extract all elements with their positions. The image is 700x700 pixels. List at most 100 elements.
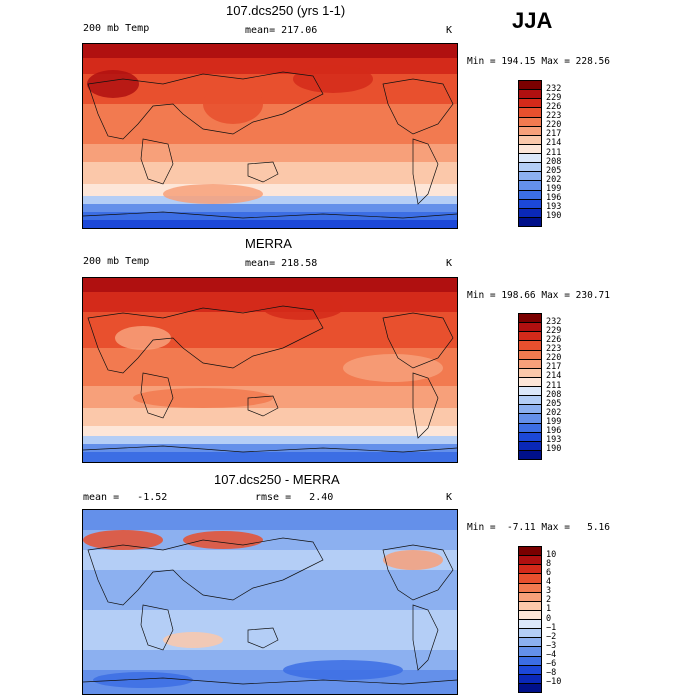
colorbar-swatch	[519, 332, 541, 342]
colorbar-tick-label: 3	[546, 586, 552, 597]
colorbar-swatch	[519, 163, 541, 173]
colorbar-swatch	[519, 154, 541, 164]
panel-2-units: K	[446, 258, 453, 269]
colorbar-swatch	[519, 610, 541, 620]
panel-2-min-max: Min = 198.66 Max = 230.71	[467, 290, 610, 301]
colorbar-swatch	[519, 547, 541, 557]
colorbar-swatch	[519, 565, 541, 575]
colorbar-tick-label: 6	[546, 568, 552, 579]
colorbar-swatch	[519, 377, 541, 387]
colorbar-tick-label: 217	[546, 129, 562, 140]
panel-2-mean-label: mean= 218.58	[245, 258, 318, 269]
colorbar-tick-label: 205	[546, 398, 562, 409]
colorbar-swatch	[519, 441, 541, 451]
colorbar-swatch	[519, 117, 541, 127]
colorbar-tick-label: 208	[546, 389, 562, 400]
colorbar-tick-label: 220	[546, 120, 562, 131]
colorbar-swatch	[519, 90, 541, 100]
colorbar-swatch	[519, 126, 541, 136]
colorbar-tick-label: −1	[546, 622, 557, 633]
panel-3-units: K	[446, 492, 453, 503]
colorbar-tick-label: −2	[546, 631, 557, 642]
colorbar-tick-label: 190	[546, 443, 562, 454]
colorbar-tick-label: −4	[546, 649, 557, 660]
colorbar-tick-label: −8	[546, 667, 557, 678]
colorbar-tick-label: 193	[546, 434, 562, 445]
colorbar-swatch	[519, 144, 541, 154]
colorbar-tick-label: 232	[546, 317, 562, 328]
colorbar-swatch	[519, 638, 541, 648]
panel-3-title: 107.dcs250 - MERRA	[214, 472, 340, 487]
panel-1-min-max: Min = 194.15 Max = 228.56	[467, 56, 610, 67]
colorbar-tick-label: −6	[546, 658, 557, 669]
panel-1-title: 107.dcs250 (yrs 1-1)	[226, 3, 346, 18]
colorbar-tick-label: −3	[546, 640, 557, 651]
colorbar-swatch	[519, 172, 541, 182]
colorbar-tick-label: 223	[546, 344, 562, 355]
colorbar-swatch	[519, 414, 541, 424]
colorbar-tick-label: 229	[546, 326, 562, 337]
panel-3-mean-label: mean = -1.52	[83, 492, 168, 503]
colorbar-swatch	[519, 190, 541, 200]
colorbar-tick-label: 8	[546, 559, 552, 570]
colorbar-swatch	[519, 135, 541, 145]
panel-3-map	[82, 509, 458, 695]
colorbar-tick-label: 211	[546, 380, 562, 391]
colorbar-swatch	[519, 81, 541, 91]
colorbar-tick-label: 208	[546, 156, 562, 167]
colorbar-swatch	[519, 314, 541, 324]
panel-1-map	[82, 43, 458, 229]
colorbar-tick-label: 1	[546, 604, 552, 615]
panel-2-colorbar	[518, 313, 542, 460]
panel-2-title: MERRA	[245, 236, 292, 251]
colorbar-swatch	[519, 556, 541, 566]
colorbar-swatch	[519, 341, 541, 351]
colorbar-swatch	[519, 592, 541, 602]
panel-1-mean-label: mean= 217.06	[245, 25, 318, 36]
colorbar-tick-label: 205	[546, 165, 562, 176]
colorbar-tick-label: 226	[546, 102, 562, 113]
colorbar-swatch	[519, 350, 541, 360]
colorbar-swatch	[519, 208, 541, 218]
colorbar-swatch	[519, 629, 541, 639]
panel-1-colorbar	[518, 80, 542, 227]
panel-2-map	[82, 277, 458, 463]
colorbar-tick-label: 199	[546, 416, 562, 427]
colorbar-tick-label: 0	[546, 613, 552, 624]
colorbar-swatch	[519, 323, 541, 333]
colorbar-swatch	[519, 108, 541, 118]
colorbar-tick-label: 196	[546, 192, 562, 203]
colorbar-tick-label: 4	[546, 577, 552, 588]
colorbar-swatch	[519, 647, 541, 657]
colorbar-tick-label: 214	[546, 371, 562, 382]
colorbar-swatch	[519, 665, 541, 675]
colorbar-tick-label: 226	[546, 335, 562, 346]
colorbar-swatch	[519, 450, 541, 459]
season-label: JJA	[512, 8, 553, 33]
colorbar-swatch	[519, 620, 541, 630]
colorbar-swatch	[519, 674, 541, 684]
colorbar-swatch	[519, 683, 541, 692]
colorbar-swatch	[519, 432, 541, 442]
colorbar-swatch	[519, 405, 541, 415]
colorbar-tick-label: 214	[546, 138, 562, 149]
colorbar-swatch	[519, 396, 541, 406]
colorbar-swatch	[519, 199, 541, 209]
colorbar-swatch	[519, 583, 541, 593]
colorbar-tick-label: 229	[546, 93, 562, 104]
colorbar-swatch	[519, 601, 541, 611]
colorbar-tick-label: 220	[546, 353, 562, 364]
colorbar-swatch	[519, 423, 541, 433]
colorbar-swatch	[519, 181, 541, 191]
colorbar-tick-label: −10	[546, 676, 562, 687]
colorbar-tick-label: 190	[546, 210, 562, 221]
colorbar-tick-label: 193	[546, 201, 562, 212]
colorbar-swatch	[519, 99, 541, 109]
colorbar-tick-label: 199	[546, 183, 562, 194]
panel-3-min-max: Min = -7.11 Max = 5.16	[467, 522, 610, 533]
colorbar-tick-label: 223	[546, 111, 562, 122]
colorbar-tick-label: 202	[546, 407, 562, 418]
colorbar-swatch	[519, 656, 541, 666]
panel-1-units: K	[446, 25, 453, 36]
panel-2-variable-label: 200 mb Temp	[83, 256, 150, 267]
